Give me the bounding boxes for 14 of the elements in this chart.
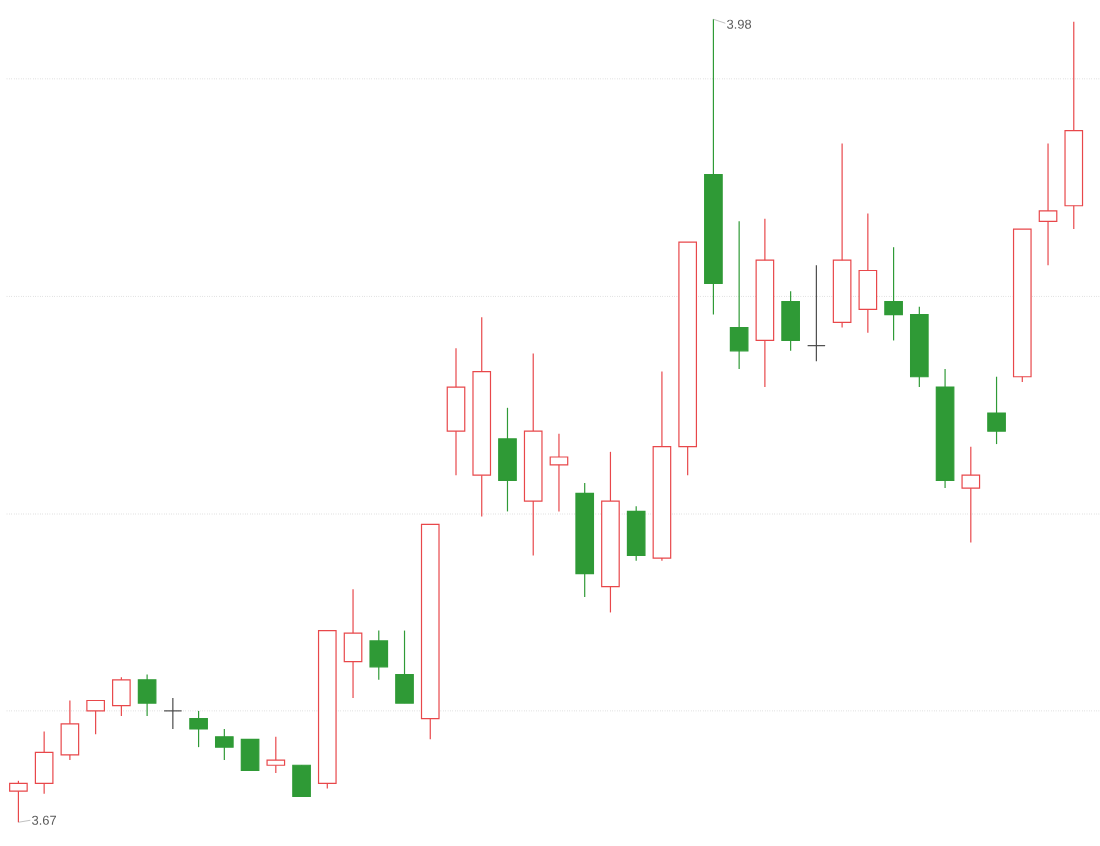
candlestick: [214, 728, 234, 761]
candlestick: [549, 432, 569, 512]
candlestick: [884, 246, 903, 341]
candlestick: [163, 697, 183, 730]
candlestick: [86, 699, 105, 735]
candlestick: [1038, 142, 1058, 266]
annotation: 3.67: [32, 815, 56, 825]
candlestick: [961, 445, 981, 543]
candlestick: [189, 710, 208, 748]
annotation: 3.98: [727, 19, 752, 29]
candlestick: [987, 375, 1006, 445]
candlestick: [729, 220, 749, 370]
candlestick: [266, 736, 286, 774]
candlestick: [137, 673, 157, 717]
